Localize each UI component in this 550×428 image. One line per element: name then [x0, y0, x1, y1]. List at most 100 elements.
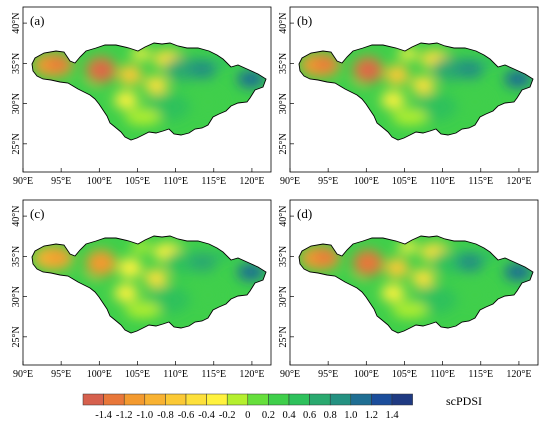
lon-tick-label: 120°E [506, 176, 531, 187]
lon-tick-label: 100°E [87, 176, 112, 187]
lon-tick-label: 105°E [125, 176, 150, 187]
basin-boundary [31, 235, 267, 334]
panel-label: (d) [297, 206, 312, 221]
colorbar-segment [103, 393, 125, 406]
anomaly-patch [131, 241, 151, 253]
anomaly-patch [125, 109, 161, 125]
colorbar-segment [371, 393, 393, 406]
colorbar-segment [165, 393, 187, 406]
lon-tick-label: 105°E [392, 369, 417, 380]
anomaly-patch [144, 76, 168, 94]
anomaly-patch [459, 91, 491, 113]
lat-tick-label: 30°N [11, 93, 22, 114]
colorbar-tick-label: -0.4 [198, 410, 215, 421]
lon-tick-label: 90°E [280, 176, 300, 187]
anomaly-patch [94, 256, 110, 270]
colorbar-segment [144, 393, 166, 406]
lat-tick-label: 35°N [11, 53, 22, 74]
lon-tick-label: 120°E [239, 176, 264, 187]
panel-label: (b) [297, 13, 312, 28]
colorbar-tick-label: 1.0 [344, 410, 357, 421]
lon-tick-label: 90°E [13, 176, 33, 187]
colorbar-segment [226, 393, 249, 406]
lat-tick-label: 25°N [11, 326, 22, 347]
lat-tick-label: 25°N [278, 326, 289, 347]
map-panel-d: (d) 90°E 95°E 100°E 105°E 110°E 115°E 120°E 40°N… [278, 199, 539, 380]
anomaly-patch [125, 302, 161, 318]
lon-tick-label: 90°E [280, 369, 300, 380]
colorbar-segment [350, 393, 372, 406]
colorbar-tick-label: -1.2 [116, 410, 133, 421]
lon-tick-label: 120°E [506, 369, 531, 380]
scpdsi-field [32, 43, 266, 140]
anomaly-patch [144, 269, 168, 287]
anomaly-patch [361, 63, 377, 77]
anomaly-patch [381, 284, 405, 302]
lon-tick-label: 110°E [430, 176, 455, 187]
anomaly-patch [411, 76, 435, 94]
anomaly-patch [314, 250, 336, 264]
anomaly-patch [398, 241, 418, 253]
colorbar-segment [268, 393, 290, 406]
lon-tick-label: 95°E [318, 176, 338, 187]
colorbar-tick-label: -0.2 [219, 410, 236, 421]
lat-tick-label: 25°N [11, 133, 22, 154]
colorbar-segment [185, 393, 207, 406]
lat-tick-label: 30°N [11, 286, 22, 307]
colorbar-segment [391, 393, 413, 406]
colorbar-segment [206, 393, 228, 406]
anomaly-patch [118, 258, 142, 278]
scpdsi-field [299, 43, 533, 140]
lat-tick-label: 35°N [11, 246, 22, 267]
lat-tick-label: 30°N [278, 93, 289, 114]
colorbar-tick-label: 0.8 [324, 410, 337, 421]
colorbar-tick-label: -0.6 [178, 410, 195, 421]
scpdsi-field [299, 236, 533, 333]
anomaly-patch [47, 57, 69, 71]
anomaly-patch [456, 252, 484, 272]
lon-tick-label: 115°E [468, 176, 493, 187]
anomaly-patch [114, 91, 138, 109]
lon-tick-label: 95°E [51, 176, 71, 187]
lon-tick-label: 110°E [163, 369, 188, 380]
colorbar-tick-label: 0 [245, 410, 250, 421]
anomaly-patch [94, 63, 110, 77]
map-panel-b: (b) 90°E 95°E 100°E 105°E 110°E 115°E 120°E 40°N… [278, 6, 539, 187]
colorbar-tick-label: -1.4 [95, 410, 112, 421]
colorbar-tick-label: 0.4 [282, 410, 296, 421]
anomaly-patch [189, 59, 217, 79]
colorbar-segment [309, 393, 331, 406]
lat-tick-label: 40°N [278, 12, 289, 33]
lat-tick-label: 40°N [11, 205, 22, 226]
panel-label: (c) [30, 206, 44, 221]
colorbar-segment [247, 393, 269, 406]
lat-tick-label: 35°N [278, 246, 289, 267]
colorbar-tick-label: -1.0 [136, 410, 153, 421]
lon-tick-label: 105°E [392, 176, 417, 187]
anomaly-patch [456, 59, 484, 79]
anomaly-patch [411, 269, 435, 287]
map-panel-c: (c) 90°E 95°E 100°E 105°E 110°E 115°E 120°E 40°N… [11, 199, 272, 380]
lat-tick-label: 40°N [278, 205, 289, 226]
lon-tick-label: 120°E [239, 369, 264, 380]
lon-tick-label: 110°E [163, 176, 188, 187]
lon-tick-label: 95°E [51, 369, 71, 380]
lat-tick-label: 25°N [278, 133, 289, 154]
anomaly-patch [398, 48, 418, 60]
colorbar-tick-label: 0.2 [262, 410, 275, 421]
anomaly-patch [385, 258, 409, 278]
lon-tick-label: 115°E [201, 176, 226, 187]
anomaly-patch [192, 284, 224, 306]
map-panel-a: (a) 90°E 95°E 100°E 105°E 110°E 115°E 120°E 40°N… [11, 6, 272, 187]
anomaly-patch [131, 48, 151, 60]
lon-tick-label: 90°E [13, 369, 33, 380]
colorbar-tick-label: -0.8 [157, 410, 174, 421]
lon-tick-label: 115°E [468, 369, 493, 380]
lon-tick-label: 110°E [430, 369, 455, 380]
colorbar-segment [288, 393, 310, 406]
lon-tick-label: 115°E [201, 369, 226, 380]
anomaly-patch [114, 284, 138, 302]
lat-tick-label: 30°N [278, 286, 289, 307]
lon-tick-label: 100°E [354, 176, 379, 187]
